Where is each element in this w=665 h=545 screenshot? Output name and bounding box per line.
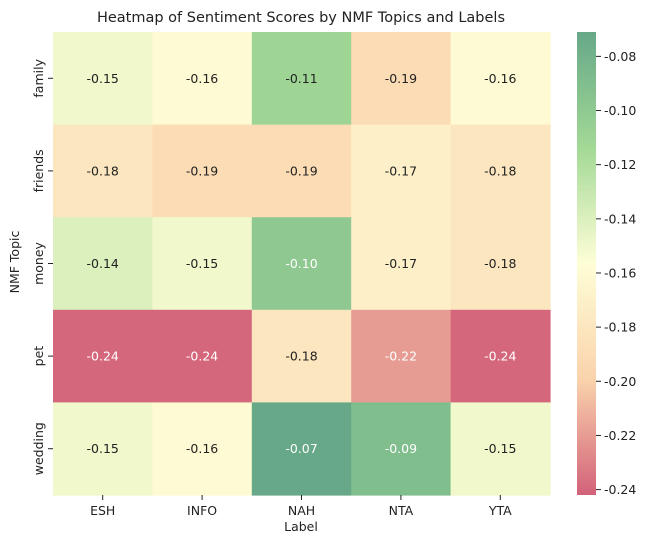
heatmap-cell-pet-INFO <box>152 309 253 403</box>
y-tick-label: family <box>31 58 46 97</box>
y-tick-label: wedding <box>31 422 46 475</box>
heatmap-cell-pet-NTA <box>351 309 452 403</box>
cell-value-label: -0.10 <box>285 256 317 271</box>
heatmap-cell-friends-NTA <box>351 124 452 218</box>
heatmap-cell-wedding-YTA <box>450 402 551 496</box>
cell-value-label: -0.16 <box>186 441 218 456</box>
cell-value-label: -0.22 <box>385 349 417 364</box>
colorbar-tick-label: -0.16 <box>604 265 636 280</box>
heatmap-cell-pet-ESH <box>53 309 153 403</box>
chart-title: Heatmap of Sentiment Scores by NMF Topic… <box>97 10 505 26</box>
cell-value-label: -0.07 <box>285 441 317 456</box>
heatmap-cell-family-NTA <box>351 32 452 126</box>
heatmap-cell-family-ESH <box>53 32 153 126</box>
heatmap-cell-wedding-NAH <box>251 402 352 496</box>
x-tick-label: YTA <box>488 503 512 518</box>
x-axis-ticks: ESH INFO NAH NTA YTA <box>90 495 512 518</box>
heatmap-cell-wedding-NTA <box>351 402 452 496</box>
x-tick-label: ESH <box>90 503 115 518</box>
colorbar: -0.08 -0.10 -0.12 -0.14 -0.16 -0.18 -0.20 -0.22… <box>577 32 636 497</box>
heatmap-cell-family-YTA <box>450 32 551 126</box>
heatmap-cell-money-INFO <box>152 217 253 311</box>
cell-value-label: -0.24 <box>484 349 516 364</box>
heatmap-cell-family-NAH <box>251 32 352 126</box>
colorbar-tick-label: -0.24 <box>604 482 636 497</box>
heatmap-cell-money-ESH <box>53 217 153 311</box>
colorbar-tick-label: -0.18 <box>604 320 636 335</box>
heatmap-cell-wedding-INFO <box>152 402 253 496</box>
cell-value-label: -0.11 <box>285 71 317 86</box>
colorbar-tick-label: -0.20 <box>604 374 636 389</box>
heatmap-cell-pet-YTA <box>450 309 551 403</box>
heatmap-cell-pet-NAH <box>251 309 352 403</box>
heatmap-cell-money-YTA <box>450 217 551 311</box>
colorbar-tick-label: -0.22 <box>604 428 636 443</box>
cell-value-label: -0.19 <box>385 71 417 86</box>
y-tick-label: money <box>31 241 46 284</box>
cell-value-label: -0.18 <box>484 163 516 178</box>
heatmap-cell-family-INFO <box>152 32 253 126</box>
cell-value-label: -0.15 <box>87 71 119 86</box>
cell-value-label: -0.14 <box>87 256 119 271</box>
cell-value-label: -0.15 <box>186 256 218 271</box>
colorbar-tick-label: -0.08 <box>604 49 636 64</box>
cell-value-label: -0.16 <box>186 71 218 86</box>
cell-value-label: -0.19 <box>186 163 218 178</box>
y-axis-label: NMF Topic <box>7 231 22 294</box>
heatmap-cell-money-NTA <box>351 217 452 311</box>
y-tick-label: pet <box>31 346 46 367</box>
cell-value-label: -0.19 <box>285 163 317 178</box>
x-tick-label: INFO <box>187 503 217 518</box>
cell-value-label: -0.24 <box>186 349 218 364</box>
colorbar-tick-label: -0.12 <box>604 157 636 172</box>
cell-value-label: -0.18 <box>285 349 317 364</box>
x-tick-label: NTA <box>389 503 414 518</box>
x-axis-label: Label <box>284 519 318 534</box>
cell-value-label: -0.17 <box>385 163 417 178</box>
cell-value-label: -0.16 <box>484 71 516 86</box>
colorbar-tick-label: -0.14 <box>604 211 636 226</box>
heatmap-cell-wedding-ESH <box>53 402 153 496</box>
y-tick-label: friends <box>31 149 46 192</box>
heatmap-cell-friends-YTA <box>450 124 551 218</box>
y-axis-ticks: family friends money pet wedding <box>31 58 53 475</box>
cell-value-label: -0.15 <box>484 441 516 456</box>
cell-value-label: -0.18 <box>484 256 516 271</box>
heatmap-cell-friends-NAH <box>251 124 352 218</box>
cell-value-label: -0.17 <box>385 256 417 271</box>
heatmap-cell-friends-ESH <box>53 124 153 218</box>
cell-value-label: -0.18 <box>87 163 119 178</box>
x-tick-label: NAH <box>288 503 315 518</box>
colorbar-gradient <box>577 32 596 495</box>
cell-value-label: -0.09 <box>385 441 417 456</box>
heatmap-cells: -0.15 -0.16 -0.11 -0.19 -0.16 -0.18 -0.19 -0.19… <box>53 32 551 496</box>
cell-value-label: -0.15 <box>87 441 119 456</box>
heatmap-cell-money-NAH <box>251 217 352 311</box>
heatmap-cell-friends-INFO <box>152 124 253 218</box>
colorbar-tick-label: -0.10 <box>604 103 636 118</box>
cell-value-label: -0.24 <box>87 349 119 364</box>
